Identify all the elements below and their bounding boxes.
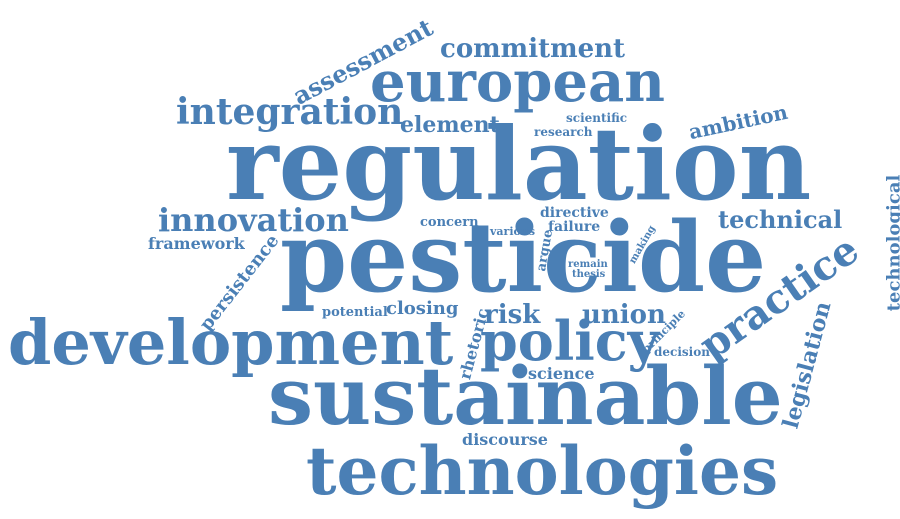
word-technical: technical	[718, 205, 843, 234]
word-remain: remain	[568, 259, 608, 270]
word-decision: decision	[654, 345, 710, 359]
word-closing: closing	[386, 298, 459, 319]
word-risk: risk	[484, 300, 541, 330]
word-policy: policy	[480, 309, 660, 373]
word-development: development	[8, 306, 454, 379]
word-various: various	[490, 225, 536, 238]
word-sustainable: sustainable	[268, 349, 783, 443]
word-pesticide: pesticide	[280, 201, 767, 314]
word-failure: failure	[548, 219, 601, 235]
word-framework: framework	[148, 234, 245, 253]
word-potential: potential	[322, 305, 388, 320]
word-integration: integration	[176, 91, 404, 133]
word-commitment: commitment	[440, 34, 626, 64]
word-technologies: technologies	[306, 432, 779, 510]
word-technological: technological	[883, 174, 900, 312]
word-directive: directive	[540, 205, 609, 221]
word-regulation: regulation	[226, 105, 812, 223]
word-research: research	[534, 125, 593, 139]
word-thesis: thesis	[572, 269, 606, 280]
word-union: union	[582, 300, 666, 330]
word-concern: concern	[420, 215, 479, 230]
word-innovation: innovation	[158, 201, 349, 239]
word-european: european	[370, 49, 665, 115]
word-science: science	[528, 364, 595, 383]
word-element: element	[400, 112, 500, 138]
word-discourse: discourse	[462, 430, 548, 449]
word-scientific: scientific	[566, 111, 628, 125]
